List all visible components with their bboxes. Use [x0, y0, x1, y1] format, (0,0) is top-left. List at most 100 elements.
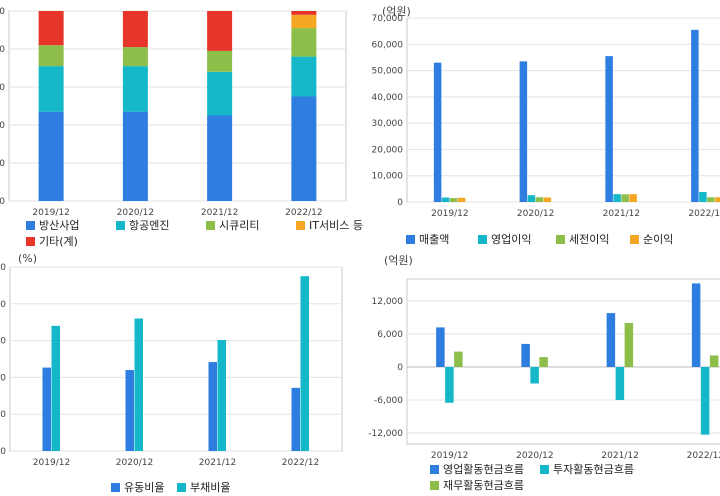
legend-swatch — [111, 483, 120, 492]
bar-segment — [207, 11, 233, 51]
legend-item: 부채비율 — [177, 479, 230, 495]
legend-item: 재무활동현금흐름 — [430, 477, 524, 493]
bar — [613, 194, 621, 202]
legend-swatch — [430, 465, 439, 474]
x-tick-label: 2022/12 — [285, 208, 322, 218]
y-tick-label: -6,000 — [374, 396, 403, 406]
bar — [707, 197, 715, 202]
bar — [521, 343, 530, 367]
revenue-composition-legend: 방산사업 항공엔진 시큐리티 IT서비스 등 기타(계) — [26, 213, 363, 248]
y-tick-label: 50,000 — [372, 67, 404, 77]
x-tick-label: 2021/12 — [201, 208, 238, 218]
legend-label: 영업이익 — [491, 233, 532, 246]
legend-label: 부채비율 — [190, 481, 231, 494]
legend-label: 순이익 — [643, 233, 674, 246]
bar — [134, 318, 143, 451]
y-tick-label: -12,000 — [368, 429, 403, 439]
y-tick-label: 60 — [0, 410, 6, 420]
legend-swatch — [26, 221, 35, 230]
x-tick-label: 2020/12 — [517, 209, 554, 219]
x-tick-label: 2021/12 — [601, 451, 638, 461]
x-tick-label: 2019/12 — [431, 451, 468, 461]
bar — [715, 197, 720, 202]
bar-segment — [291, 56, 317, 97]
y-tick-label: 100 — [0, 7, 5, 17]
x-tick-label: 2019/12 — [431, 209, 468, 219]
y-tick-label: 10,000 — [372, 172, 404, 182]
legend-swatch — [556, 235, 565, 244]
income-chart: (억원) 0 10,000 20,000 30,000 40,000 50,000 60,0… — [360, 0, 720, 248]
legend-item: 순이익 — [630, 231, 673, 247]
bar — [615, 367, 625, 400]
legend-swatch — [206, 221, 215, 230]
x-tick-label: 2020/12 — [516, 451, 553, 461]
bar — [433, 62, 442, 202]
bar-segment — [122, 47, 148, 67]
revenue-composition-plot: 0 20 40 60 80 100 2019/12 2020/12 2021/12 2022/12 — [0, 7, 347, 218]
y-tick-label: 20 — [0, 159, 5, 169]
bar — [519, 61, 528, 202]
bar — [530, 367, 539, 384]
y-tick-label: 20,000 — [372, 145, 404, 155]
legend-item: 시큐리티 — [206, 217, 259, 233]
x-tick-label: 2021/12 — [603, 209, 640, 219]
bar — [42, 367, 51, 451]
bar — [543, 197, 552, 202]
legend-swatch — [116, 221, 125, 230]
cashflow-plot: -12,000 -6,000 0 6,000 12,000 2019/12 2020/12 2… — [368, 278, 720, 461]
y-tick-label: 80 — [0, 45, 5, 55]
income-unit-label: (억원) — [382, 5, 411, 18]
bar — [51, 325, 60, 451]
bar-segment — [207, 71, 233, 116]
bar — [454, 351, 463, 367]
legend-label: 재무활동현금흐름 — [443, 479, 524, 492]
x-tick-label: 2022/12 — [282, 458, 319, 468]
bar — [709, 355, 719, 367]
bar — [300, 276, 309, 451]
legend-swatch — [296, 221, 305, 230]
y-tick-label: 0 — [0, 447, 6, 457]
bar — [441, 197, 450, 202]
bar — [436, 327, 445, 367]
bar-segment — [38, 11, 64, 46]
legend-item: 세전이익 — [556, 231, 609, 247]
bar-segment — [38, 111, 64, 201]
bar — [208, 362, 217, 451]
plot-frame — [406, 278, 720, 445]
legend-label: 유동비율 — [124, 481, 165, 494]
bar — [291, 387, 300, 451]
y-tick-label: 240 — [0, 300, 6, 310]
x-tick-label: 2022/12 — [687, 451, 720, 461]
legend-swatch — [177, 483, 186, 492]
legend-item: 유동비율 — [111, 479, 164, 495]
bar — [691, 29, 699, 203]
legend-item: IT서비스 등 — [296, 217, 363, 233]
bar — [527, 195, 536, 202]
ratio-plot: 0 60 120 180 240 300 2019/12 2020/12 2021/12 2022… — [0, 263, 343, 468]
legend-item: 항공엔진 — [116, 217, 169, 233]
bar-segment — [122, 11, 148, 48]
y-tick-label: 0 — [397, 363, 403, 373]
ratio-chart: (%) 0 60 120 180 240 300 2019/12 2020/12 2021/12… — [0, 248, 360, 496]
bar — [699, 192, 707, 202]
legend-label: 영업활동현금흐름 — [443, 463, 524, 476]
bar — [457, 197, 466, 202]
legend-item: 투자활동현금흐름 — [540, 461, 634, 477]
plot-frame — [9, 266, 343, 452]
y-tick-label: 60,000 — [372, 40, 404, 50]
bar — [445, 367, 454, 403]
legend-swatch — [26, 237, 35, 246]
y-tick-label: 120 — [0, 373, 6, 383]
y-tick-label: 30,000 — [372, 119, 404, 129]
y-tick-label: 0 — [397, 198, 403, 208]
bar-segment — [122, 66, 148, 112]
bar — [449, 198, 458, 202]
bar-segment — [38, 45, 64, 67]
bar — [700, 367, 710, 435]
income-plot: 0 10,000 20,000 30,000 40,000 50,000 60,000 70,… — [372, 14, 720, 219]
y-tick-label: 300 — [0, 263, 6, 273]
bar — [621, 194, 629, 202]
x-tick-label: 2020/12 — [117, 208, 154, 218]
legend-label: 방산사업 — [39, 219, 80, 232]
bar-segment — [38, 66, 64, 112]
